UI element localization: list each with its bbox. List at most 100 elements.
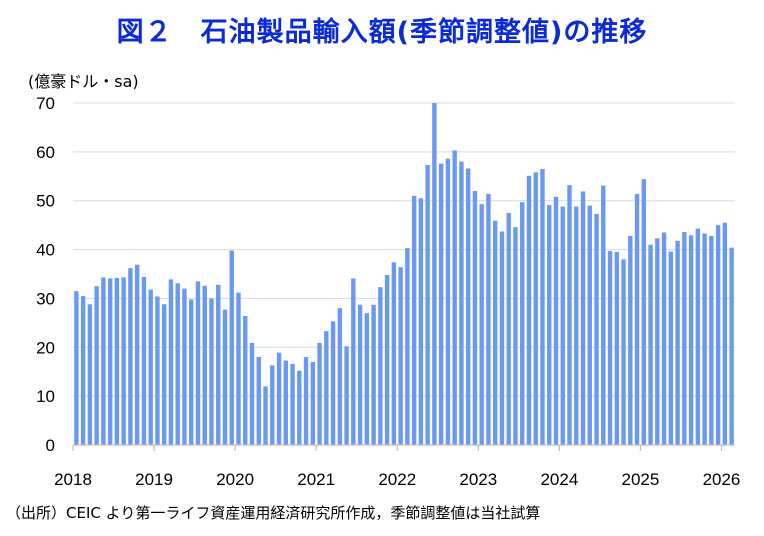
- bar: [459, 161, 464, 445]
- bar: [682, 231, 687, 445]
- bar: [74, 291, 79, 445]
- axes: [72, 444, 735, 451]
- bar: [310, 361, 315, 445]
- bar: [567, 185, 572, 445]
- bar: [236, 292, 241, 445]
- bar: [317, 342, 322, 445]
- x-tick-label: 2020: [216, 470, 254, 489]
- bar: [101, 277, 106, 445]
- y-tick-label: 0: [46, 436, 55, 455]
- bar: [330, 321, 336, 445]
- bar: [168, 279, 174, 445]
- bar: [276, 352, 282, 445]
- bar: [438, 163, 444, 445]
- bar: [574, 206, 579, 445]
- bar: [337, 308, 343, 445]
- y-tick-label: 70: [36, 94, 55, 113]
- bar: [702, 233, 707, 445]
- bar: [229, 250, 234, 445]
- bar: [364, 313, 370, 445]
- y-axis-unit-label: (億豪ドル・sa): [28, 72, 139, 91]
- bar: [134, 264, 140, 445]
- bar: [560, 206, 565, 445]
- bar: [479, 204, 484, 445]
- bar: [189, 299, 194, 445]
- bar: [121, 277, 126, 445]
- bar: [256, 357, 261, 445]
- x-tick-label: 2022: [378, 470, 416, 489]
- bar: [378, 287, 383, 445]
- bar: [391, 262, 397, 445]
- bar: [688, 235, 694, 445]
- bar: [553, 196, 559, 445]
- bar: [324, 331, 329, 445]
- bar: [270, 365, 275, 445]
- bar: [709, 235, 714, 445]
- bar: [547, 205, 552, 445]
- x-tick-label: 2018: [54, 470, 92, 489]
- bar: [222, 309, 228, 445]
- bar: [628, 235, 633, 445]
- bar: [722, 222, 728, 445]
- bar: [432, 103, 437, 445]
- x-tick-label: 2019: [135, 470, 173, 489]
- bar: [303, 357, 309, 445]
- bar: [405, 248, 410, 445]
- bar: [668, 251, 674, 445]
- bar: [128, 268, 133, 445]
- bar: [175, 283, 180, 445]
- bar: [209, 298, 214, 445]
- bar: [148, 289, 153, 445]
- bar: [155, 296, 160, 445]
- y-tick-label: 40: [36, 241, 55, 260]
- x-tick-label: 2023: [459, 470, 497, 489]
- bar: [506, 212, 511, 445]
- bar: [526, 175, 532, 446]
- y-tick-label: 50: [36, 192, 55, 211]
- bar: [351, 278, 356, 445]
- x-tick-label: 2025: [622, 470, 660, 489]
- bar: [249, 342, 255, 445]
- bar: [216, 284, 221, 445]
- y-tick-label: 60: [36, 143, 55, 162]
- bar: [141, 276, 147, 445]
- bar: [634, 193, 640, 445]
- bar: [94, 286, 99, 445]
- bar: [580, 191, 586, 445]
- bar: [87, 304, 93, 445]
- y-tick-label: 10: [36, 387, 55, 406]
- bar: [655, 238, 660, 445]
- bar: [384, 274, 390, 445]
- y-tick-label: 20: [36, 338, 55, 357]
- bar: [499, 231, 505, 445]
- bar: [641, 179, 646, 445]
- bar: [513, 227, 518, 445]
- bar: [445, 158, 451, 445]
- x-tick-label: 2021: [297, 470, 335, 489]
- bar: [621, 259, 626, 445]
- tick-labels: 0 10 20 30 40 50 60 70 2018 2019 2020 2021 2022 2023 2…: [36, 94, 740, 489]
- bar: [418, 198, 424, 445]
- bar: [601, 185, 606, 445]
- bar: [357, 304, 363, 445]
- bar: [290, 363, 295, 445]
- bar: [675, 240, 680, 445]
- bar: [162, 304, 167, 445]
- bar: [587, 205, 592, 445]
- bar: [297, 370, 302, 445]
- bar: [263, 386, 268, 445]
- bar: [452, 150, 457, 445]
- bar: [80, 295, 86, 445]
- bar: [283, 360, 288, 445]
- bar: [520, 202, 525, 445]
- bar: [202, 285, 207, 445]
- bar: [594, 213, 599, 445]
- bar: [607, 251, 613, 445]
- x-tick-label: 2026: [703, 470, 741, 489]
- x-tick-label: 2024: [540, 470, 578, 489]
- bar: [398, 267, 403, 445]
- bar: [729, 247, 734, 445]
- bar: [114, 277, 120, 445]
- bar: [182, 288, 187, 445]
- bar: [695, 228, 701, 445]
